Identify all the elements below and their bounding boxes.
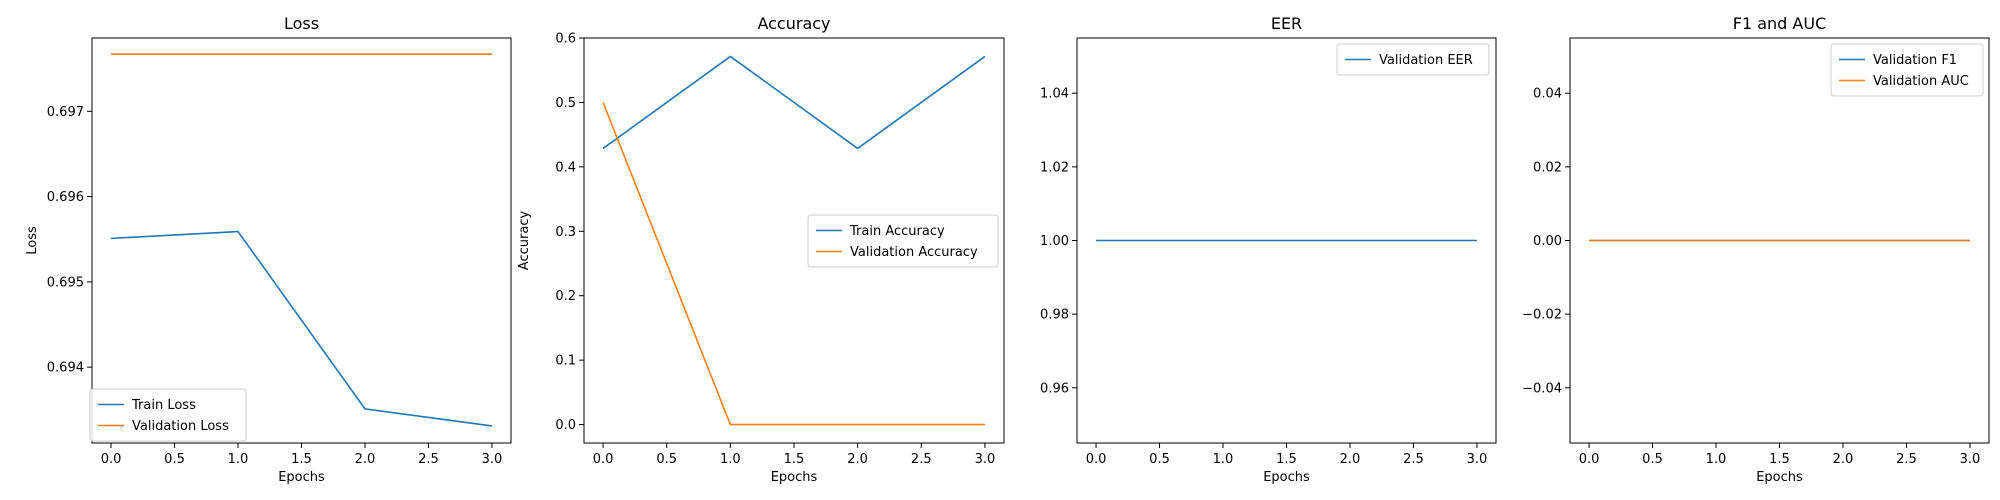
x-tick-label: 0.0 — [101, 452, 122, 467]
y-tick-label: 0.694 — [47, 361, 84, 376]
series-line-1 — [602, 55, 986, 150]
x-tick-label: 2.5 — [1896, 452, 1917, 467]
legend-label: Validation AUC — [1873, 74, 1969, 89]
series-line-1 — [111, 230, 493, 427]
x-axis-label: Epochs — [771, 470, 818, 485]
y-tick-label: 0.98 — [1040, 308, 1069, 323]
y-tick-label: 0.6 — [555, 32, 576, 47]
x-axis-label: Epochs — [1756, 470, 1803, 485]
x-tick-label: 2.0 — [1340, 452, 1361, 467]
y-tick-label: 1.02 — [1040, 160, 1069, 175]
x-tick-label: 2.0 — [1833, 452, 1854, 467]
x-axis-label: Epochs — [278, 470, 325, 485]
x-tick-label: 0.5 — [656, 452, 677, 467]
y-axis-label: Loss — [25, 226, 40, 255]
x-tick-label: 3.0 — [975, 452, 996, 467]
legend: Train Loss Validation Loss — [89, 388, 247, 442]
y-tick-label: 0.4 — [555, 160, 576, 175]
plot-frame — [1076, 37, 1497, 444]
series-line-2 — [602, 102, 985, 426]
x-tick-label: 0.0 — [593, 452, 614, 467]
x-tick-label: 2.0 — [355, 452, 376, 467]
chart-title: F1 and AUC — [1733, 14, 1826, 33]
x-tick-label: 1.5 — [784, 452, 805, 467]
legend-box — [1830, 43, 1984, 97]
plot-frame — [1569, 37, 1990, 444]
y-tick-label: 0.04 — [1533, 87, 1562, 102]
legend-label: Validation Accuracy — [850, 245, 978, 260]
y-tick-label: 1.00 — [1040, 234, 1069, 249]
legend-box — [807, 214, 999, 268]
x-tick-label: 0.0 — [1086, 452, 1107, 467]
plot-frame — [91, 37, 512, 444]
legend-box — [89, 388, 247, 442]
x-tick-label: 3.0 — [1960, 452, 1981, 467]
legend-box — [1336, 43, 1490, 76]
legend-label: Validation Loss — [132, 419, 229, 434]
chart-panel-2: Accuracy 0.0 0.5 1.0 1.5 2.0 2.5 3.0 0.0 0.1 0.2 0.… — [517, 14, 1005, 485]
x-tick-label: 0.0 — [1579, 452, 1600, 467]
y-tick-label: 0.696 — [47, 190, 84, 205]
y-tick-label: −0.04 — [1522, 381, 1562, 396]
legend-label: Train Loss — [131, 398, 196, 413]
y-tick-label: 1.04 — [1040, 87, 1069, 102]
x-tick-label: 1.5 — [1769, 452, 1790, 467]
x-tick-label: 2.5 — [418, 452, 439, 467]
y-tick-label: 0.695 — [47, 275, 84, 290]
x-tick-label: 0.5 — [1642, 452, 1663, 467]
chart-panel-1: Loss 0.0 0.5 1.0 1.5 2.0 2.5 3.0 0.694 0.695 0.696… — [25, 14, 512, 485]
x-tick-label: 1.0 — [720, 452, 741, 467]
x-tick-label: 3.0 — [482, 452, 503, 467]
legend: Train Accuracy Validation Accuracy — [807, 214, 999, 268]
x-tick-label: 1.0 — [228, 452, 249, 467]
chart-panel-3: EER 0.0 0.5 1.0 1.5 2.0 2.5 3.0 0.96 0.98 1.00 1.02… — [1040, 14, 1497, 485]
x-tick-label: 0.5 — [164, 452, 185, 467]
chart-panel-4: F1 and AUC 0.0 0.5 1.0 1.5 2.0 2.5 3.0 −0.04 −0.0… — [1522, 14, 1990, 485]
y-tick-label: 0.02 — [1533, 160, 1562, 175]
y-tick-label: 0.1 — [555, 354, 576, 369]
y-tick-label: 0.0 — [555, 418, 576, 433]
chart-title: EER — [1271, 14, 1302, 33]
x-tick-label: 1.5 — [291, 452, 312, 467]
y-tick-label: −0.02 — [1522, 308, 1562, 323]
x-tick-label: 3.0 — [1467, 452, 1488, 467]
x-tick-label: 2.0 — [847, 452, 868, 467]
x-axis-label: Epochs — [1263, 470, 1310, 485]
y-tick-label: 0.3 — [555, 225, 576, 240]
y-tick-label: 0.2 — [555, 289, 576, 304]
x-tick-label: 1.0 — [1706, 452, 1727, 467]
y-tick-label: 0.697 — [47, 105, 84, 120]
y-axis-label: Accuracy — [517, 211, 532, 271]
legend: Validation F1 Validation AUC — [1830, 43, 1984, 97]
legend-label: Train Accuracy — [849, 224, 945, 239]
legend-label: Validation F1 — [1873, 53, 1957, 68]
y-tick-label: 0.00 — [1533, 234, 1562, 249]
chart-title: Loss — [284, 14, 319, 33]
plot-frame — [583, 37, 1005, 444]
x-tick-label: 2.5 — [911, 452, 932, 467]
y-tick-label: 0.5 — [555, 96, 576, 111]
x-tick-label: 0.5 — [1149, 452, 1170, 467]
chart-title: Accuracy — [757, 14, 830, 33]
x-tick-label: 1.5 — [1276, 452, 1297, 467]
x-tick-label: 1.0 — [1213, 452, 1234, 467]
legend-label: Validation EER — [1379, 53, 1473, 68]
legend: Validation EER — [1336, 43, 1490, 76]
x-tick-label: 2.5 — [1403, 452, 1424, 467]
y-tick-label: 0.96 — [1040, 381, 1069, 396]
